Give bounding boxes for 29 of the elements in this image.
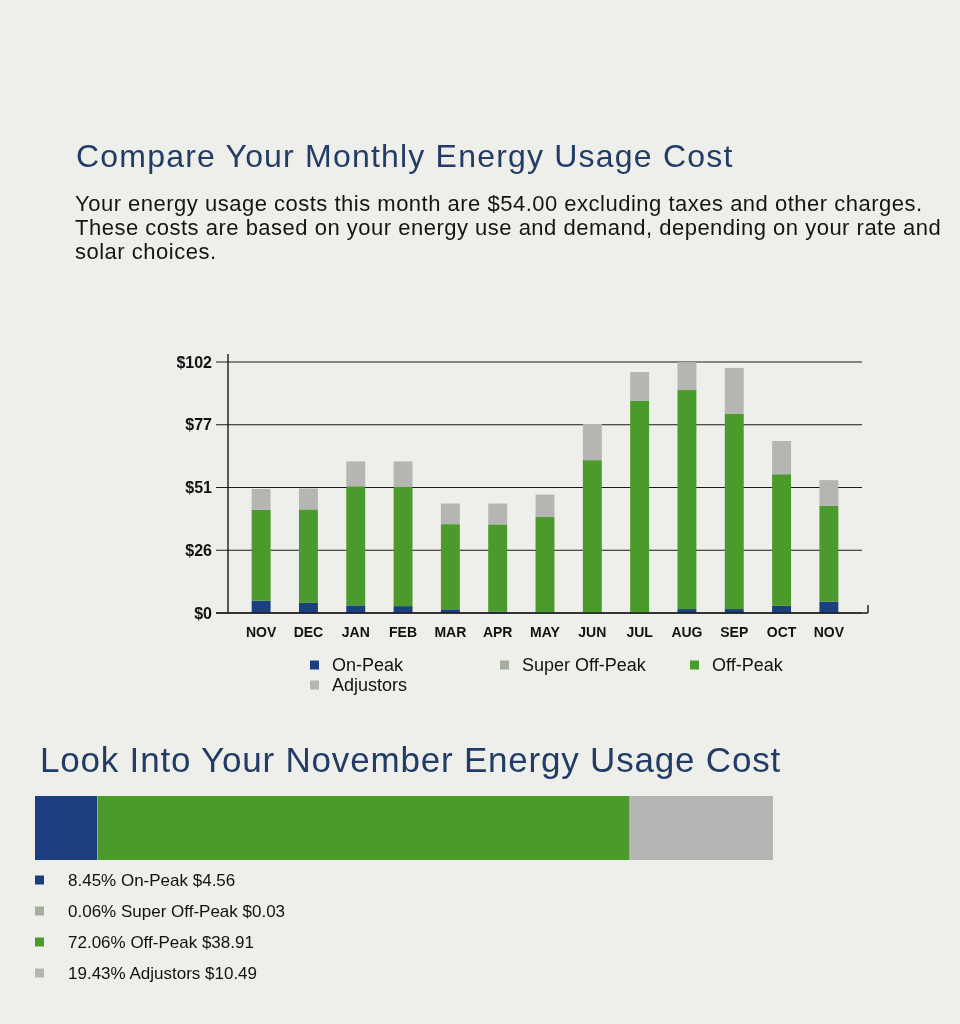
legend-label: Super Off-Peak	[522, 655, 647, 676]
x-tick-label: JAN	[341, 624, 370, 640]
y-tick-label: $51	[185, 479, 213, 497]
y-tick-label: $77	[185, 416, 213, 434]
x-tick-label: MAY	[530, 624, 561, 640]
x-tick-label: DEC	[293, 624, 324, 640]
x-tick-label: JUL	[626, 624, 654, 640]
legend-label: On-Peak	[332, 655, 405, 676]
x-tick-label: NOV	[245, 624, 277, 640]
x-tick-label: AUG	[671, 624, 703, 640]
legend-label: 0.06% Super Off-Peak $0.03	[68, 901, 286, 921]
legend-label: Adjustors	[332, 675, 408, 696]
x-tick-label: APR	[482, 624, 513, 640]
x-tick-label: OCT	[766, 624, 797, 640]
y-tick-label: $102	[176, 353, 213, 371]
chart-title: Look Into Your November Energy Usage Cost	[40, 740, 781, 780]
x-tick-label: NOV	[813, 624, 845, 640]
x-tick-label: JUN	[578, 624, 607, 640]
x-tick-label: MAR	[434, 624, 467, 640]
legend-label: 72.06% Off-Peak $38.91	[68, 932, 254, 952]
y-tick-label: $0	[194, 604, 213, 622]
legend-label: 8.45% On-Peak $4.56	[68, 870, 236, 890]
chart-subtitle: Your energy usage costs this month are $54.00 excluding taxes and other charges. These costs are based on your energy use and demand, depending on your rate and solar choices.	[75, 191, 943, 264]
legend-label: 19.43% Adjustors $10.49	[68, 963, 258, 983]
y-tick-label: $26	[185, 541, 213, 559]
x-tick-label: FEB	[389, 624, 418, 640]
chart-title: Compare Your Monthly Energy Usage Cost	[76, 138, 734, 175]
x-tick-label: SEP	[720, 624, 749, 640]
legend-label: Off-Peak	[712, 655, 784, 676]
